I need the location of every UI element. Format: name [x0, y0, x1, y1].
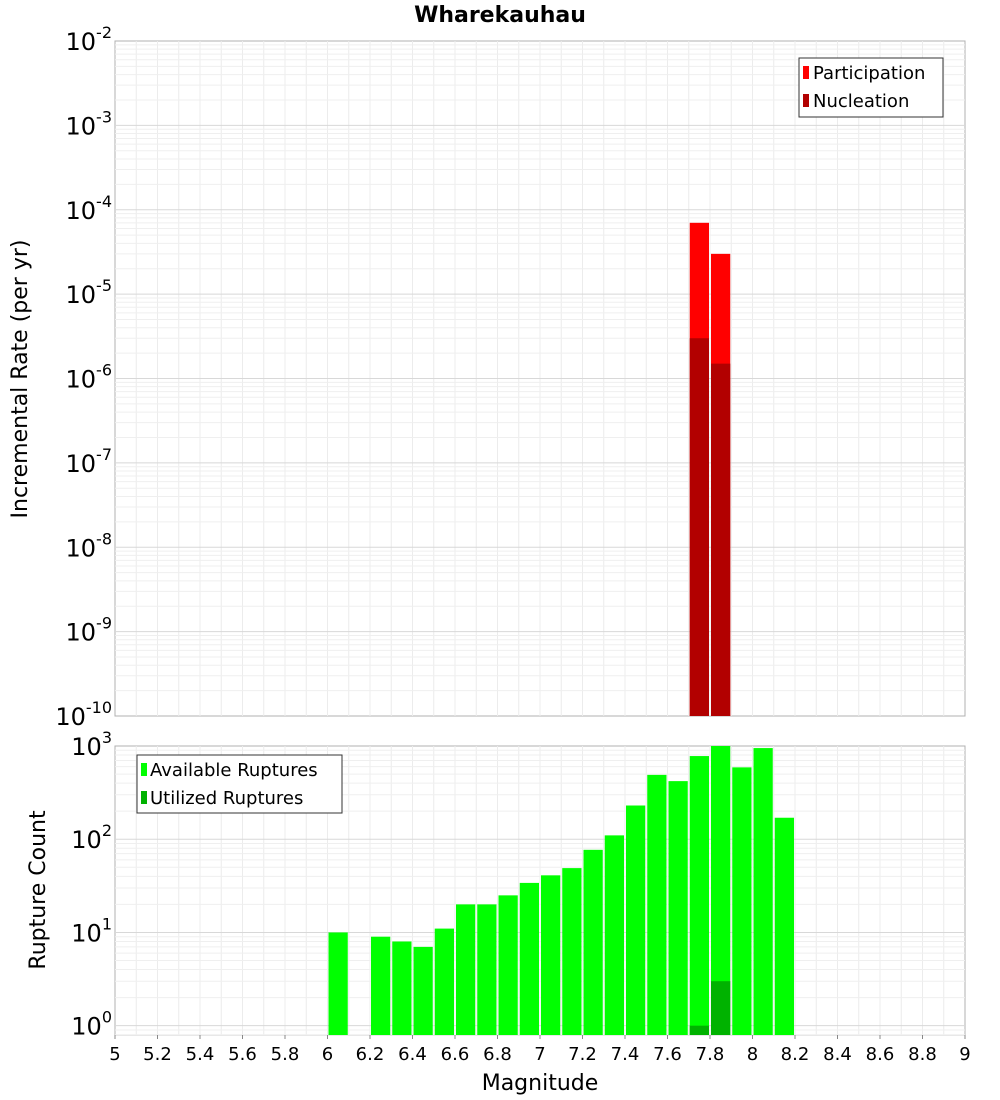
- x-tick-label: 7.8: [696, 1044, 725, 1065]
- bottom-bar-available-ruptures: [711, 746, 731, 1035]
- y-tick-label: 10-6: [66, 361, 113, 394]
- legend-swatch-participation: [803, 66, 809, 79]
- bottom-y-axis-label: Rupture Count: [26, 810, 51, 970]
- bottom-legend-box: [136, 754, 343, 814]
- bottom-bar-available-ruptures: [392, 941, 412, 1035]
- x-tick-label: 9: [959, 1044, 970, 1065]
- legend-label-nucleation: Nucleation: [813, 91, 909, 112]
- x-tick-label: 5.6: [228, 1044, 257, 1065]
- x-tick-label: 7: [534, 1044, 545, 1065]
- x-tick-label: 8.2: [781, 1044, 810, 1065]
- top-y-axis-label: Incremental Rate (per yr): [8, 240, 33, 519]
- x-tick-label: 8: [747, 1044, 758, 1065]
- bottom-bar-available-ruptures: [604, 835, 624, 1035]
- y-tick-label: 100: [71, 1008, 112, 1041]
- y-tick-label: 10-3: [66, 107, 113, 140]
- bottom-bar-available-ruptures: [371, 936, 391, 1035]
- y-tick-label: 10-7: [66, 445, 113, 478]
- x-tick-label: 6.4: [398, 1044, 427, 1065]
- bottom-bar-available-ruptures: [413, 946, 433, 1035]
- bottom-bar-available-ruptures: [732, 767, 752, 1035]
- y-tick-label: 103: [71, 728, 112, 761]
- x-tick-label: 6.6: [441, 1044, 470, 1065]
- bottom-legend: Available Ruptures Utilized Ruptures: [136, 754, 343, 814]
- bottom-bar-available-ruptures: [498, 895, 518, 1035]
- bottom-bar-available-ruptures: [626, 805, 646, 1035]
- bottom-bar-utilized-ruptures: [689, 1025, 709, 1035]
- bottom-bar-available-ruptures: [753, 748, 773, 1035]
- legend-swatch-nucleation: [803, 94, 809, 107]
- top-bar-nucleation: [689, 338, 709, 716]
- x-tick-label: 7.6: [653, 1044, 682, 1065]
- x-tick-label: 7.4: [611, 1044, 640, 1065]
- x-tick-label: 5: [109, 1044, 120, 1065]
- x-tick-label: 6.2: [356, 1044, 385, 1065]
- x-tick-label: 5.8: [271, 1044, 300, 1065]
- incremental-rate-plot: 10-2 10-3 10-4 10-5 10-6 10-7 10-8 10-9 10-10 In…: [8, 23, 966, 731]
- bottom-bar-available-ruptures: [647, 774, 667, 1035]
- y-tick-label: 101: [71, 914, 112, 947]
- top-legend-box: [798, 57, 944, 118]
- legend-swatch-utilized: [141, 791, 147, 804]
- bottom-bar-available-ruptures: [328, 932, 348, 1035]
- legend-label-participation: Participation: [813, 63, 925, 84]
- bottom-bar-available-ruptures: [541, 875, 561, 1035]
- x-tick-label: 8.4: [823, 1044, 852, 1065]
- bottom-bar-utilized-ruptures: [711, 981, 731, 1035]
- top-gridlines: [115, 41, 965, 716]
- y-tick-label: 10-2: [66, 23, 113, 56]
- bottom-bar-available-ruptures: [562, 868, 582, 1035]
- legend-label-utilized: Utilized Ruptures: [150, 788, 303, 809]
- bottom-bar-available-ruptures: [774, 817, 794, 1035]
- bottom-bars: [328, 746, 794, 1035]
- x-tick-label: 8.6: [866, 1044, 895, 1065]
- y-tick-label: 10-9: [66, 614, 113, 647]
- top-bars: [689, 222, 731, 716]
- bottom-bar-available-ruptures: [689, 756, 709, 1035]
- top-bar-nucleation: [711, 363, 731, 716]
- x-tick-label: 8.8: [908, 1044, 937, 1065]
- y-tick-label: 10-10: [55, 698, 112, 731]
- x-ticks: 5 5.2 5.4 5.6 5.8 6 6.2 6.4 6.6 6.8 7 7.2 7.4 7.6 7.8 8…: [109, 1035, 971, 1065]
- bottom-bar-available-ruptures: [668, 781, 688, 1035]
- x-tick-label: 6: [322, 1044, 333, 1065]
- bottom-bar-available-ruptures: [583, 849, 603, 1035]
- x-tick-label: 6.8: [483, 1044, 512, 1065]
- y-tick-label: 10-8: [66, 529, 113, 562]
- bottom-bar-available-ruptures: [477, 904, 497, 1035]
- rupture-count-plot: 103 102 101 100 5 5.2 5.4 5.6 5.8 6 6.2 6.4 6.6 6.8 7…: [26, 728, 971, 1096]
- bottom-y-ticks: 103 102 101 100: [71, 728, 112, 1041]
- bottom-bar-available-ruptures: [519, 882, 539, 1035]
- y-tick-label: 102: [71, 821, 112, 854]
- x-tick-label: 5.4: [186, 1044, 215, 1065]
- legend-label-available: Available Ruptures: [150, 760, 318, 781]
- x-tick-label: 7.2: [568, 1044, 597, 1065]
- top-y-ticks: 10-2 10-3 10-4 10-5 10-6 10-7 10-8 10-9 10-10: [55, 23, 112, 731]
- x-axis-label: Magnitude: [482, 1071, 599, 1096]
- x-tick-label: 5.2: [143, 1044, 172, 1065]
- y-tick-label: 10-4: [66, 192, 113, 225]
- legend-swatch-available: [141, 763, 147, 776]
- y-tick-label: 10-5: [66, 276, 113, 309]
- bottom-bar-available-ruptures: [456, 904, 476, 1035]
- chart-title: Wharekauhau: [414, 3, 586, 28]
- bottom-bar-available-ruptures: [434, 928, 454, 1035]
- top-legend: Participation Nucleation: [798, 57, 944, 118]
